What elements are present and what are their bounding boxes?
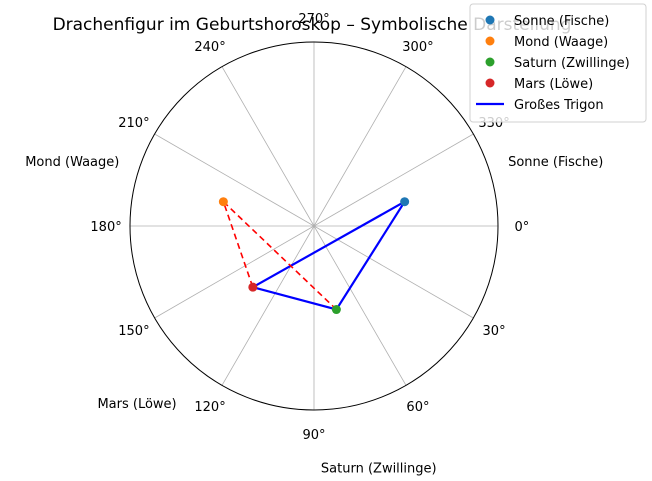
theta-tick-label: 120° [194, 400, 225, 415]
theta-tick-label: 150° [118, 324, 149, 339]
theta-tick-label: 0° [515, 220, 530, 235]
legend-label: Mars (Löwe) [514, 77, 593, 92]
planet-label: Mond (Waage) [25, 155, 119, 170]
legend-label: Mond (Waage) [514, 35, 608, 50]
point-label-layer: Sonne (Fische) Mond (Waage) Saturn (Zwilli… [25, 155, 603, 476]
theta-tick-label: 300° [402, 40, 433, 55]
legend-marker [485, 78, 495, 88]
planet-label: Saturn (Zwillinge) [321, 462, 437, 477]
legend-box [469, 3, 647, 123]
planet-point [331, 305, 341, 315]
grid-spoke [313, 66, 407, 227]
theta-tick-label: 270° [298, 12, 329, 27]
legend-label: Sonne (Fische) [514, 14, 609, 29]
aspect-line-dashed [222, 201, 337, 311]
theta-tick-label: 60° [406, 400, 429, 415]
grid-spoke [313, 133, 474, 227]
planet-point [218, 197, 228, 207]
planet-point [400, 197, 410, 207]
theta-tick-label: 240° [194, 40, 225, 55]
grid-spoke [154, 133, 315, 227]
planet-point [248, 282, 258, 292]
grid-spoke [154, 225, 315, 319]
point-layer [218, 197, 410, 315]
grid-spoke [313, 225, 407, 386]
aspect-line-trigon [249, 200, 406, 311]
grid-spoke [221, 225, 315, 386]
chart-title: Drachenfigur im Geburtshoroskop – Symbol… [53, 15, 572, 35]
legend-marker [485, 36, 495, 46]
planet-label: Sonne (Fische) [508, 155, 603, 170]
theta-tick-label: 180° [90, 220, 121, 235]
theta-tick-label: 30° [483, 324, 506, 339]
tick-layer: 0°30°60°90°120°150°180°210°240°270°300°3… [90, 12, 529, 443]
grid-spoke [221, 66, 315, 227]
line-layer [222, 200, 406, 311]
legend-label: Großes Trigon [514, 98, 604, 113]
grid-spoke [313, 225, 474, 319]
legend-marker [485, 57, 495, 67]
outer-circle [129, 41, 499, 411]
grid-layer [129, 41, 499, 411]
theta-tick-label: 90° [302, 428, 325, 443]
legend-label: Saturn (Zwillinge) [514, 56, 630, 71]
legend: Sonne (Fische) Mond (Waage) Saturn (Zwilli… [469, 3, 647, 123]
legend-marker [485, 15, 495, 25]
theta-tick-label: 210° [118, 116, 149, 131]
planet-label: Mars (Löwe) [97, 397, 176, 412]
